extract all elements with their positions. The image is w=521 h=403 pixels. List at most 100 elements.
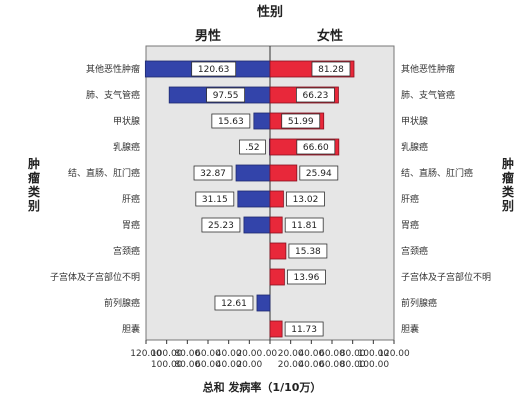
data-label-male: .52: [245, 143, 259, 153]
panel-title-male: 男性: [195, 28, 221, 44]
bar-male: [237, 190, 271, 208]
category-label-left: 乳腺癌: [113, 141, 140, 153]
data-label-box-male: [195, 191, 235, 207]
data-label-box-male: [239, 139, 266, 155]
data-label-female: 25.94: [306, 169, 332, 179]
data-label-male: 120.63: [198, 65, 230, 75]
category-label-right: 胃癌: [401, 219, 419, 231]
x-tick-label-left: .00: [263, 349, 278, 359]
data-label-box-female: [281, 113, 321, 129]
x-tick-label-right: 80.00: [340, 349, 366, 359]
x-tick-label-left: 120.00: [130, 349, 162, 359]
x-tick-label-right: 60.00: [319, 349, 345, 359]
data-label-box-female: [284, 217, 324, 233]
category-label-left: 前列腺癌: [104, 297, 140, 309]
category-label-right: 子宫体及子宫部位不明: [401, 271, 491, 283]
bar-female: [269, 268, 285, 286]
data-label-box-female: [288, 243, 328, 259]
category-label-right: 结、直肠、肛门癌: [401, 167, 473, 179]
x-tick-label-right: 100.00: [358, 349, 390, 359]
x-tick-label-right-row2: 100.00: [358, 360, 390, 370]
data-label-box-female: [286, 191, 325, 207]
category-label-right: 甲状腺: [401, 115, 428, 127]
data-label-box-male: [206, 87, 245, 103]
x-tick-label-left: 100.00: [151, 349, 183, 359]
bar-female: [269, 216, 283, 234]
data-label-box-female: [284, 321, 324, 337]
x-tick-label-right-row2: 60.00: [319, 360, 345, 370]
bar-male: [256, 294, 271, 312]
category-label-right: 乳腺癌: [401, 141, 428, 153]
category-label-left: 胃癌: [122, 219, 140, 231]
data-label-box-male: [211, 113, 251, 129]
bar-female: [269, 164, 298, 182]
x-tick-label-left-row2: 20.00: [236, 360, 262, 370]
x-tick-label-right-row2: 40.00: [298, 360, 324, 370]
side-label-right-char: 类: [502, 184, 515, 199]
x-axis-label: 总和 发病率（1/10万）: [203, 380, 322, 394]
x-tick-label-left: 80.00: [174, 349, 200, 359]
side-label-left-char: 别: [27, 199, 40, 213]
category-label-left: 胆囊: [122, 323, 140, 335]
data-label-female: 11.73: [291, 325, 317, 335]
data-label-box-female: [296, 139, 336, 155]
x-tick-label-left-row2: 60.00: [195, 360, 221, 370]
data-label-male: 12.61: [221, 299, 247, 309]
x-tick-label-left-row2: 80.00: [174, 360, 200, 370]
side-label-right-char: 瘤: [502, 170, 514, 185]
category-label-right: 前列腺癌: [401, 297, 437, 309]
x-tick-label-left-row2: 100.00: [151, 360, 183, 370]
x-tick-label-right: 20.00: [278, 349, 304, 359]
bar-male: [243, 216, 271, 234]
x-tick-label-left-row2: 40.00: [216, 360, 242, 370]
side-label-right-char: 肿: [502, 156, 514, 171]
category-label-left: 甲状腺: [113, 115, 140, 127]
category-label-right: 胆囊: [401, 323, 419, 335]
bar-male: [253, 112, 271, 130]
bar-female: [269, 320, 283, 338]
data-label-female: 66.23: [303, 91, 329, 101]
category-label-right: 肝癌: [401, 193, 419, 205]
data-label-male: 15.63: [218, 117, 244, 127]
data-label-box-female: [311, 61, 351, 77]
data-label-male: 32.87: [200, 169, 226, 179]
panel-title-female: 女性: [317, 28, 343, 44]
category-label-right: 宫颈癌: [401, 245, 428, 257]
data-label-female: 11.81: [291, 221, 317, 231]
x-tick-label-left: 20.00: [236, 349, 262, 359]
data-label-female: 66.60: [303, 143, 329, 153]
bar-female: [269, 242, 287, 260]
category-label-right: 其他恶性肿瘤: [401, 63, 455, 75]
side-label-left-char: 肿: [28, 156, 40, 171]
data-label-female: 13.96: [294, 273, 320, 283]
category-label-left: 子宫体及子宫部位不明: [50, 271, 140, 283]
data-label-box-female: [287, 269, 326, 285]
data-label-female: 15.38: [295, 247, 321, 257]
side-label-left-char: 类: [28, 184, 41, 199]
data-label-female: 81.28: [318, 65, 344, 75]
category-label-left: 宫颈癌: [113, 245, 140, 257]
data-label-box-male: [193, 165, 233, 181]
side-label-right-char: 别: [501, 199, 514, 213]
bar-male: [235, 164, 271, 182]
category-label-left: 肺、支气管癌: [86, 89, 140, 101]
bar-female: [269, 190, 284, 208]
data-label-male: 25.23: [208, 221, 234, 231]
x-tick-label-right: 120.00: [378, 349, 410, 359]
data-label-box-male: [191, 61, 237, 77]
category-label-right: 肺、支气管癌: [401, 89, 455, 101]
data-label-female: 13.02: [293, 195, 319, 205]
side-label-left-char: 瘤: [28, 170, 40, 185]
data-label-male: 31.15: [202, 195, 228, 205]
chart-title: 性别: [257, 4, 283, 20]
x-tick-label-right-row2: 80.00: [340, 360, 366, 370]
data-label-female: 51.99: [288, 117, 314, 127]
x-tick-label-right: 40.00: [298, 349, 324, 359]
data-label-male: 97.55: [213, 91, 239, 101]
category-label-left: 肝癌: [122, 193, 140, 205]
category-label-left: 其他恶性肿瘤: [86, 63, 140, 75]
x-tick-label-right-row2: 20.00: [278, 360, 304, 370]
data-label-box-male: [214, 295, 254, 311]
category-label-left: 结、直肠、肛门癌: [68, 167, 140, 179]
